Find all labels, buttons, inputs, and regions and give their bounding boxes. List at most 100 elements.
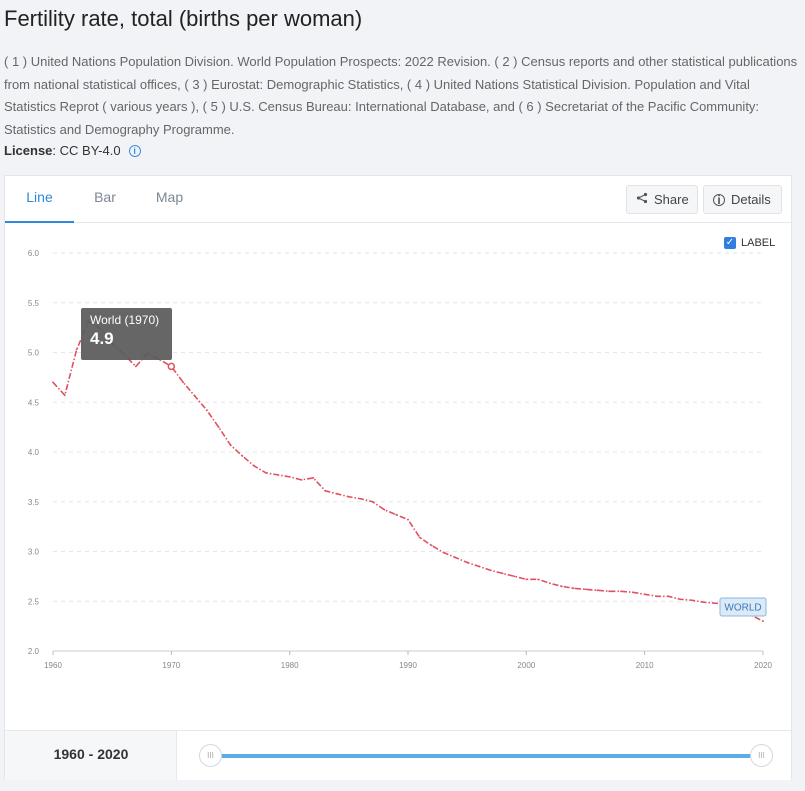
data-point <box>347 495 350 498</box>
y-tick-label: 5.0 <box>28 349 40 358</box>
chart-tabs: Line Bar Map Share i Details <box>5 176 791 223</box>
source-description: ( 1 ) United Nations Population Division… <box>4 54 798 137</box>
data-point <box>371 500 374 503</box>
range-slider-end-handle[interactable]: III <box>750 744 773 767</box>
range-separator: - <box>84 746 98 762</box>
data-point <box>596 589 599 592</box>
x-tick-label: 2020 <box>754 661 772 670</box>
x-tick-label: 1970 <box>162 661 180 670</box>
license-value: : CC BY-4.0 <box>52 143 121 158</box>
data-point <box>241 455 244 457</box>
data-point <box>430 544 433 547</box>
info-circle-icon: i <box>713 193 725 206</box>
data-point <box>52 381 54 384</box>
data-point <box>395 513 398 516</box>
y-tick-label: 2.5 <box>28 597 40 606</box>
data-point <box>702 601 705 604</box>
x-tick-label: 1990 <box>399 661 417 670</box>
page-title: Fertility rate, total (births per woman) <box>4 6 363 31</box>
range-label-box: 1960 - 2020 <box>5 731 177 780</box>
data-point <box>525 578 528 581</box>
data-point <box>276 473 279 476</box>
data-point <box>407 518 409 521</box>
data-point <box>182 381 185 384</box>
series-end-label: WORLD <box>724 603 761 614</box>
data-point <box>312 476 315 479</box>
range-slider-track[interactable] <box>212 754 760 758</box>
data-point <box>643 593 646 596</box>
y-tick-label: 4.0 <box>28 448 40 457</box>
tab-map[interactable]: Map <box>155 189 184 205</box>
label-toggle-text: LABEL <box>741 237 776 249</box>
details-label: Details <box>731 192 771 207</box>
data-point <box>359 497 362 500</box>
data-point <box>608 590 611 593</box>
data-point <box>478 565 480 568</box>
data-point <box>194 395 196 398</box>
data-point <box>63 394 66 397</box>
series-line-world <box>52 320 764 622</box>
data-point <box>762 620 764 623</box>
data-point <box>691 599 693 602</box>
y-tick-label: 3.5 <box>28 498 40 507</box>
y-tick-label: 6.0 <box>28 249 40 258</box>
range-footer: 1960 - 2020 III III <box>5 730 791 780</box>
data-point <box>501 572 504 575</box>
range-slider-start-handle[interactable]: III <box>199 744 222 767</box>
data-point <box>442 551 445 554</box>
data-point <box>549 582 551 585</box>
x-tick-label: 2000 <box>517 661 535 670</box>
chart-tooltip: World (1970) 4.9 <box>81 308 172 360</box>
data-point <box>418 536 421 539</box>
label-toggle[interactable]: ✓ LABEL <box>724 237 775 249</box>
x-tick-label: 1980 <box>281 661 299 670</box>
data-point <box>489 569 492 572</box>
data-point <box>667 595 670 598</box>
highlight-point <box>167 362 176 371</box>
data-point <box>288 475 291 478</box>
license-line: License : CC BY-4.0 i <box>4 143 141 158</box>
data-point <box>537 578 540 581</box>
line-chart: 6.0 5.5 5.0 4.5 4.0 3.5 3.0 2.5 2.0 1960 1970 1980 1… <box>28 249 773 670</box>
x-tick-label: 2010 <box>636 661 654 670</box>
data-point <box>253 465 256 467</box>
data-point <box>324 489 327 492</box>
share-icon <box>636 192 648 207</box>
data-point <box>655 595 658 598</box>
tab-line[interactable]: Line <box>5 176 74 223</box>
data-point <box>620 590 622 593</box>
info-icon[interactable]: i <box>128 144 141 157</box>
data-point <box>265 471 267 474</box>
range-end: 2020 <box>97 746 129 762</box>
chart-card: Line Bar Map Share i Details 6.0 5.5 5.0 4.… <box>4 175 792 780</box>
data-point <box>572 587 575 590</box>
data-point <box>584 588 587 591</box>
share-label: Share <box>654 192 689 207</box>
data-point <box>336 492 338 495</box>
data-point <box>454 556 457 559</box>
share-button[interactable]: Share <box>626 185 698 214</box>
tooltip-value: 4.9 <box>90 329 114 348</box>
y-tick-label: 3.0 <box>28 548 40 557</box>
data-point <box>466 561 469 564</box>
data-point <box>75 348 78 351</box>
label-checkbox[interactable]: ✓ <box>724 237 736 249</box>
range-label: 1960 - 2020 <box>5 746 177 762</box>
data-point <box>560 585 563 588</box>
y-tick-label: 2.0 <box>28 647 40 656</box>
tooltip-title: World (1970) <box>90 313 160 327</box>
details-button[interactable]: i Details <box>703 185 782 214</box>
license-label: License <box>4 143 53 158</box>
y-tick-label: 5.5 <box>28 299 40 308</box>
y-tick-label: 4.5 <box>28 398 40 407</box>
data-point <box>229 444 232 446</box>
data-point <box>300 478 303 481</box>
data-point <box>513 575 516 578</box>
data-point <box>383 508 386 511</box>
data-point <box>134 365 137 368</box>
data-point <box>714 602 717 605</box>
x-tick-label: 1960 <box>44 661 62 670</box>
data-point <box>217 426 220 429</box>
data-point <box>679 598 682 601</box>
tab-bar[interactable]: Bar <box>94 189 116 205</box>
